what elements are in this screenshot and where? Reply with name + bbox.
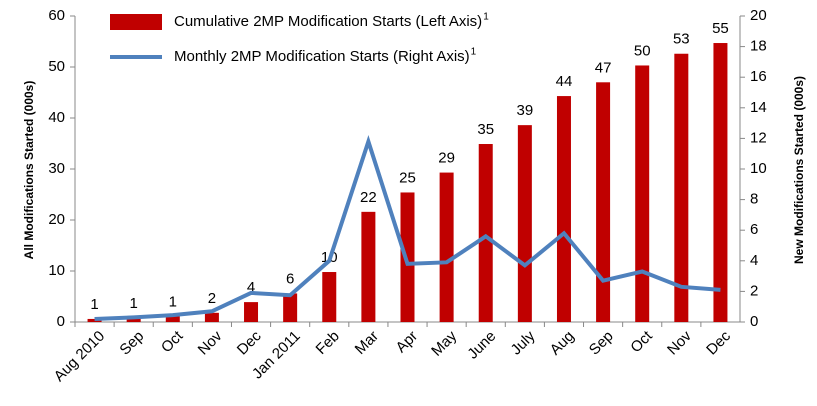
legend-note: 1 [483,12,489,23]
value-label: 22 [360,189,377,206]
legend-note: 1 [471,47,477,58]
x-tick-label: Oct [627,327,656,356]
y2-tick-label: 20 [750,7,767,24]
value-label: 2 [208,290,216,307]
bar [165,316,180,322]
bar [126,317,141,322]
y-tick-label: 50 [48,58,65,75]
x-tick-label: Sep [586,328,617,359]
value-label: 44 [556,73,573,90]
y-tick-label: 40 [48,109,65,126]
bar [204,312,219,322]
bar [478,144,493,322]
value-label: 6 [286,270,294,287]
y-tick-label: 10 [48,262,65,279]
line [94,134,721,321]
bar [283,293,298,322]
x-tick-label: Oct [158,327,187,356]
x-tick-label: July [508,327,539,358]
y-tick-label: 20 [48,211,65,228]
y2-tick-label: 2 [750,282,758,299]
bar [556,96,571,322]
x-tick-label: Feb [313,328,343,358]
legend-swatch [110,14,162,30]
x-tick-label: Nov [195,327,226,358]
bar [596,82,611,322]
x-tick-label: Dec [703,327,734,358]
bar [322,272,337,322]
bar [439,172,454,322]
y2-tick-label: 10 [750,160,767,177]
value-label: 4 [247,279,255,296]
y2-tick-label: 18 [750,38,767,55]
bar [244,302,259,322]
value-label: 35 [477,121,494,138]
x-tick-label: Nov [664,327,695,358]
y2-tick-label: 16 [750,68,767,85]
x-tick-label: Dec [234,327,265,358]
x-tick-label: May [428,327,460,359]
y2-tick-label: 14 [750,99,767,116]
x-tick-label: Sep [116,328,147,359]
value-label: 1 [169,293,177,310]
x-tick-label: June [464,328,499,363]
value-label: 53 [673,31,690,48]
value-label: 39 [517,102,534,119]
y-axis-title: All Modifications Started (000s) [22,81,36,260]
bar [635,65,650,322]
bar [517,125,532,322]
x-tick-label: Mar [352,328,382,358]
y2-tick-label: 6 [750,221,758,238]
y-tick-label: 30 [48,160,65,177]
y-tick-label: 60 [48,7,65,24]
x-tick-label: Apr [393,328,422,357]
bar [713,43,728,322]
bar [361,211,376,322]
bar [87,318,102,322]
y-tick-label: 0 [57,313,65,330]
value-label: 29 [438,150,455,167]
bar [674,53,689,323]
y2-tick-label: 12 [750,129,767,146]
bar [400,192,415,322]
value-label: 1 [130,295,138,312]
x-tick-label: Aug 2010 [51,328,108,385]
y2-tick-label: 4 [750,252,758,269]
legend-label: Cumulative 2MP Modification Starts (Left… [174,13,482,30]
value-label: 50 [634,42,651,59]
value-label: 25 [399,169,416,186]
value-label: 47 [595,59,612,76]
value-label: 1 [90,296,98,313]
legend-label: Monthly 2MP Modification Starts (Right A… [174,48,470,65]
x-tick-label: Aug [547,328,578,359]
y2-axis-title: New Modifications Started (000s) [792,76,806,264]
value-label: 55 [712,20,729,37]
y2-tick-label: 8 [750,191,758,208]
y2-tick-label: 0 [750,313,758,330]
